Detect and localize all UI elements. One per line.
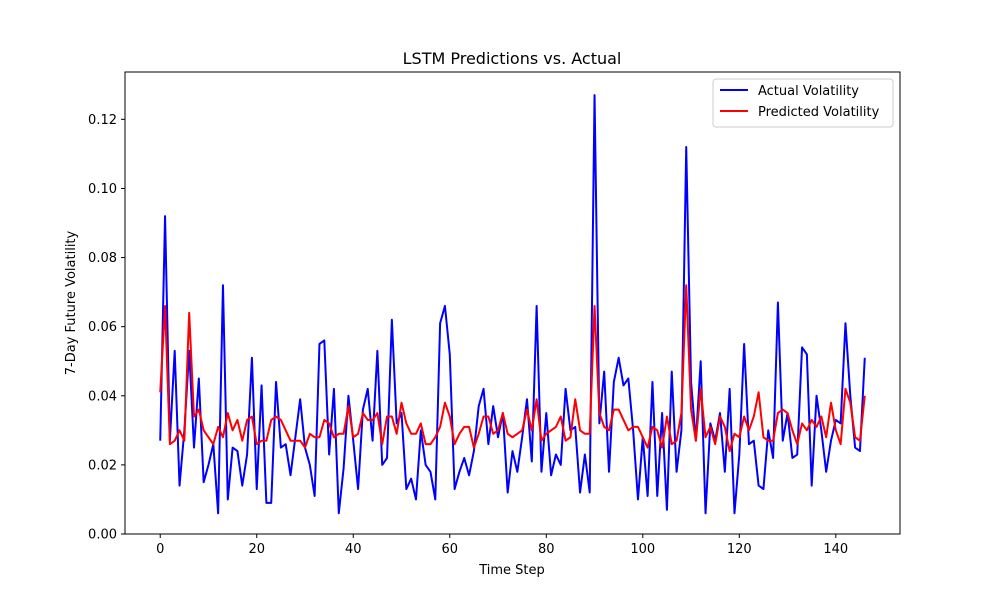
legend: Actual Volatility Predicted Volatility: [712, 78, 894, 128]
x-tick-label: 40: [345, 542, 362, 557]
x-tick-label: 0: [156, 542, 164, 557]
x-axis-label: Time Step: [478, 563, 545, 578]
y-tick-label: 0.02: [88, 458, 117, 473]
y-tick-label: 0.00: [88, 528, 117, 543]
legend-actual-label: Actual Volatility: [758, 84, 859, 99]
y-tick-label: 0.10: [88, 182, 117, 197]
y-axis-label: 7-Day Future Volatility: [64, 230, 79, 375]
y-tick-label: 0.12: [88, 113, 117, 128]
series-line-actual-volatility: [159, 94, 866, 515]
x-tick-label: 60: [441, 542, 458, 557]
chart-title: LSTM Predictions vs. Actual: [403, 49, 622, 68]
y-axis: 0.00 0.02 0.04 0.06 0.08 0.10 0.12: [88, 113, 125, 543]
x-tick-label: 120: [727, 542, 752, 557]
y-tick-label: 0.08: [88, 251, 117, 266]
x-axis: 0 20 40 60 80 100 120 140: [156, 534, 848, 557]
x-tick-label: 140: [823, 542, 848, 557]
series-line-predicted-volatility: [159, 284, 866, 453]
y-tick-label: 0.04: [88, 389, 117, 404]
legend-predicted-label: Predicted Volatility: [758, 105, 880, 120]
x-tick-label: 20: [248, 542, 265, 557]
legend-box: [712, 78, 894, 128]
plot-area: [159, 94, 866, 515]
y-tick-label: 0.06: [88, 320, 117, 335]
x-tick-label: 100: [630, 542, 655, 557]
plot-frame: [124, 71, 901, 535]
x-tick-label: 80: [538, 542, 555, 557]
